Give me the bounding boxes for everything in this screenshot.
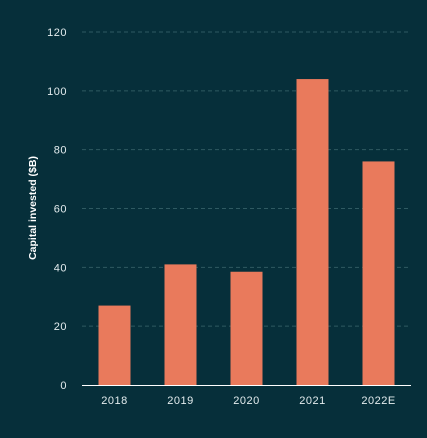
y-axis-title: Capital invested ($B): [27, 156, 39, 260]
bar-2020: [230, 271, 263, 385]
y-tick-label: 80: [54, 145, 67, 157]
x-tick-label: 2019: [167, 395, 193, 407]
x-tick-label: 2020: [233, 395, 259, 407]
y-axis-ticks: 0 20 40 60 80 100 120: [47, 27, 67, 392]
bar-2018: [98, 305, 131, 385]
gridlines: [82, 31, 411, 327]
y-tick-label: 100: [47, 86, 67, 98]
y-tick-label: 20: [54, 321, 67, 333]
x-tick-label: 2018: [101, 395, 127, 407]
y-tick-label: 60: [54, 204, 67, 216]
y-tick-label: 0: [60, 380, 67, 392]
x-tick-label: 2022E: [361, 395, 395, 407]
bar-2021: [296, 79, 329, 386]
x-axis-ticks: 2018 2019 2020 2021 2022E: [101, 395, 395, 407]
y-tick-label: 40: [54, 262, 67, 274]
x-tick-label: 2021: [299, 395, 325, 407]
bar-2019: [164, 264, 197, 385]
bars: [98, 79, 395, 386]
y-tick-label: 120: [47, 27, 67, 39]
bar-2022E: [362, 161, 395, 385]
